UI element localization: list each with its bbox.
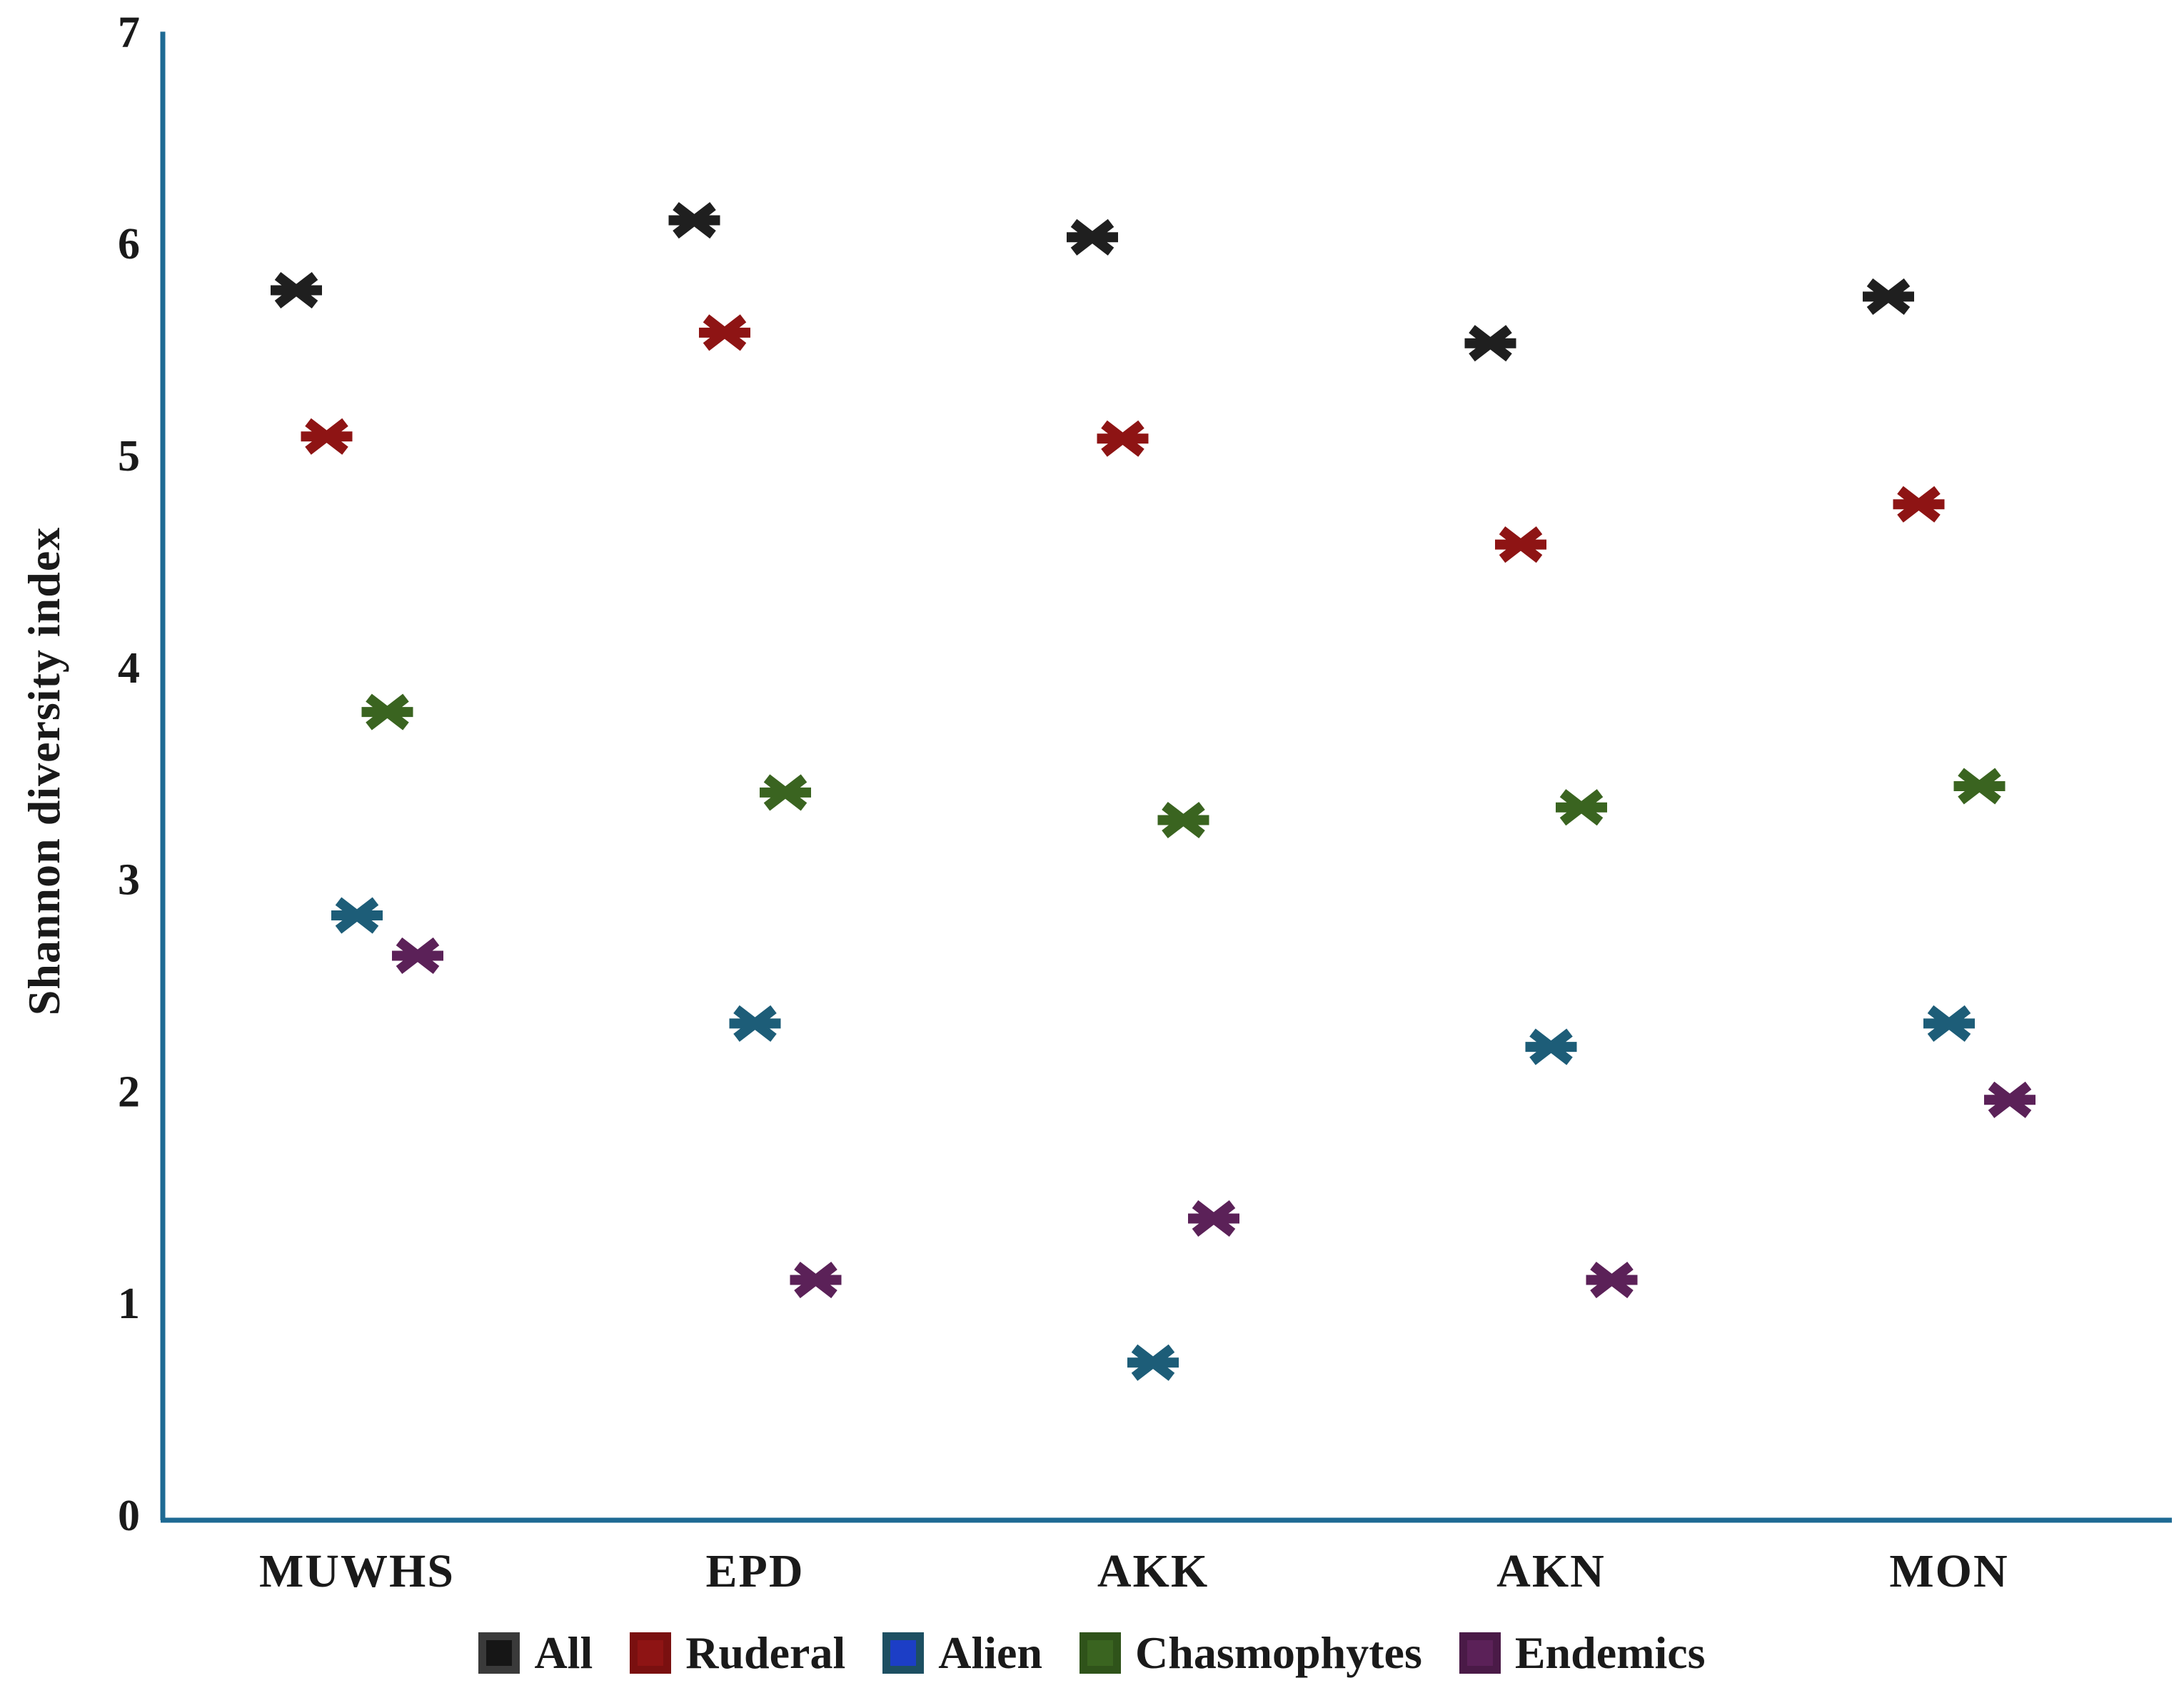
legend-label-Chasmophytes: Chasmophytes xyxy=(1135,1627,1422,1678)
y-axis-title: Shannon diversity index xyxy=(19,526,69,1016)
marker-Chasmophytes-MON xyxy=(1953,768,2006,805)
marker-Alien-AKK xyxy=(1127,1344,1179,1381)
marker-Ruderal-AKN xyxy=(1495,526,1546,563)
marker-Chasmophytes-EPD xyxy=(760,774,811,811)
y-tick-label-2: 2 xyxy=(118,1067,140,1116)
legend-item-Ruderal: Ruderal xyxy=(630,1627,845,1679)
y-tick-label-3: 3 xyxy=(118,856,140,905)
marker-Chasmophytes-AKK xyxy=(1157,801,1209,839)
x-tick-label-AKK: AKK xyxy=(1097,1545,1209,1597)
y-tick-label-6: 6 xyxy=(118,220,140,268)
marker-Chasmophytes-MUWHS xyxy=(361,693,413,730)
legend: All Ruderal Alien Chasmophytes Endemics xyxy=(0,1627,2184,1679)
legend-swatch-All xyxy=(478,1632,520,1674)
marker-Endemics-MUWHS xyxy=(392,937,443,974)
marker-Chasmophytes-AKN xyxy=(1556,789,1607,826)
marker-Endemics-MON xyxy=(1984,1081,2035,1118)
legend-swatch-Alien xyxy=(882,1632,925,1674)
legend-item-Endemics: Endemics xyxy=(1459,1627,1706,1679)
y-tick-label-0: 0 xyxy=(118,1492,140,1540)
marker-All-AKN xyxy=(1464,325,1516,362)
marker-Ruderal-MUWHS xyxy=(301,418,353,455)
marker-Endemics-EPD xyxy=(790,1262,842,1299)
x-tick-label-MON: MON xyxy=(1889,1545,2008,1597)
y-tick-label-1: 1 xyxy=(118,1280,140,1328)
marker-Alien-MUWHS xyxy=(331,897,383,934)
y-tick-label-5: 5 xyxy=(118,432,140,481)
marker-Alien-AKN xyxy=(1525,1028,1577,1065)
marker-All-AKK xyxy=(1067,218,1118,256)
legend-label-Alien: Alien xyxy=(938,1627,1043,1678)
legend-item-Chasmophytes: Chasmophytes xyxy=(1080,1627,1422,1679)
legend-swatch-Chasmophytes xyxy=(1080,1632,1122,1674)
legend-label-All: All xyxy=(534,1627,593,1678)
y-tick-label-7: 7 xyxy=(118,8,140,56)
legend-item-Alien: Alien xyxy=(882,1627,1042,1679)
legend-label-Ruderal: Ruderal xyxy=(685,1627,846,1678)
y-tick-label-4: 4 xyxy=(118,644,140,693)
marker-Ruderal-EPD xyxy=(699,314,750,351)
x-tick-label-EPD: EPD xyxy=(706,1545,805,1597)
marker-Ruderal-MON xyxy=(1893,486,1945,523)
marker-All-MUWHS xyxy=(271,271,322,309)
marker-Ruderal-AKK xyxy=(1097,420,1149,457)
legend-swatch-Ruderal xyxy=(630,1632,672,1674)
x-tick-label-AKN: AKN xyxy=(1496,1545,1606,1597)
marker-Endemics-AKK xyxy=(1188,1200,1239,1237)
marker-Alien-MON xyxy=(1923,1005,1975,1042)
marker-Alien-EPD xyxy=(729,1005,781,1042)
x-tick-label-MUWHS: MUWHS xyxy=(259,1545,455,1597)
marker-All-EPD xyxy=(668,202,720,239)
legend-label-Endemics: Endemics xyxy=(1514,1627,1706,1678)
legend-swatch-Endemics xyxy=(1459,1632,1501,1674)
legend-item-All: All xyxy=(478,1627,593,1679)
marker-All-MON xyxy=(1863,278,1914,315)
marker-Endemics-AKN xyxy=(1586,1262,1638,1299)
